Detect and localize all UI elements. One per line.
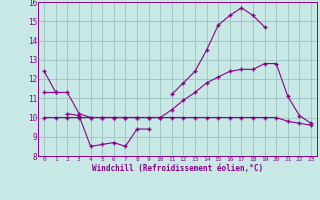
X-axis label: Windchill (Refroidissement éolien,°C): Windchill (Refroidissement éolien,°C) bbox=[92, 164, 263, 173]
